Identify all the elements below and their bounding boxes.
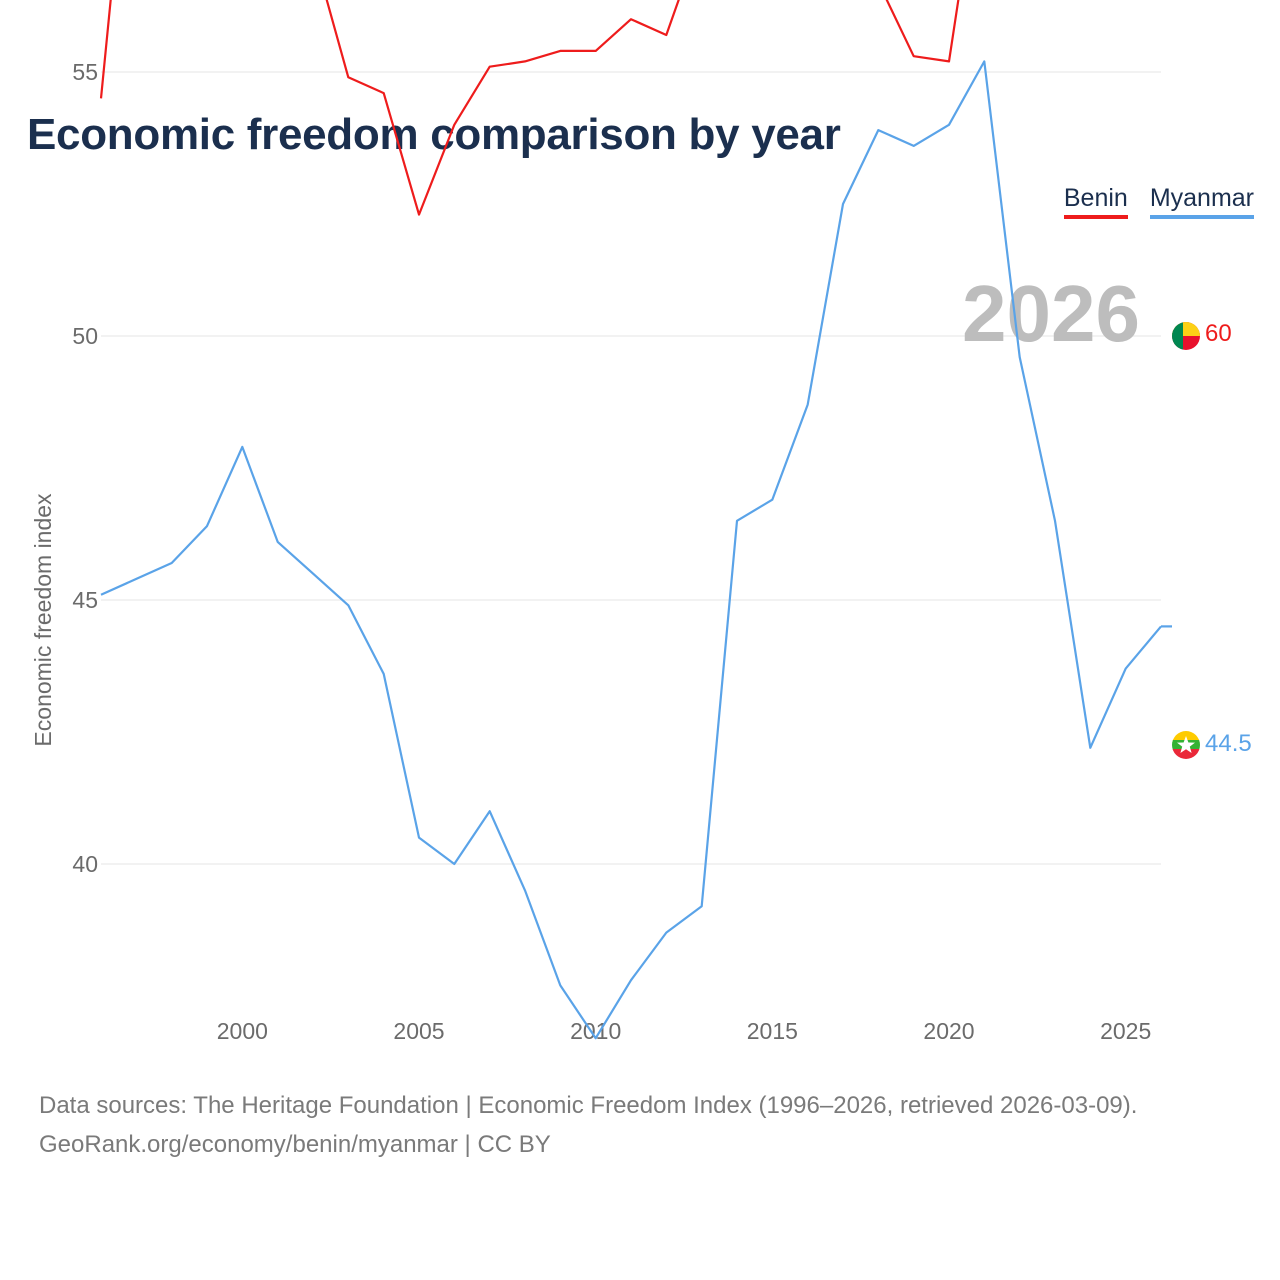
y-tick-label: 55 xyxy=(72,59,98,85)
footer: Data sources: The Heritage Foundation | … xyxy=(39,1086,1137,1164)
benin-end-value: 60 xyxy=(1205,320,1232,347)
x-tick-label: 2020 xyxy=(923,1018,974,1044)
x-tick-label: 2010 xyxy=(570,1018,621,1044)
y-tick-label: 40 xyxy=(72,851,98,877)
myanmar-end-value: 44.5 xyxy=(1205,730,1252,757)
y-tick-label: 45 xyxy=(72,587,98,613)
year-watermark: 2026 xyxy=(962,269,1140,358)
y-tick-label: 50 xyxy=(72,323,98,349)
x-tick-label: 2025 xyxy=(1100,1018,1151,1044)
y-axis-ticks: 4045505560 xyxy=(72,59,98,877)
chart-title: Economic freedom comparison by year xyxy=(27,110,841,159)
x-tick-label: 2000 xyxy=(217,1018,268,1044)
benin-flag-icon xyxy=(1172,322,1200,350)
legend-item-benin[interactable]: Benin xyxy=(1063,184,1128,219)
y-axis-label: Economic freedom index xyxy=(30,493,56,747)
gridlines xyxy=(101,71,1161,865)
x-axis-ticks: 2000 2005 2010 2015 2020 2025 xyxy=(217,1018,1152,1044)
legend-item-myanmar[interactable]: Myanmar xyxy=(1149,184,1254,219)
line-chart: 2026 40 45 50 55 60 2000 2005 2010 2015 2020 2025… xyxy=(30,0,1252,1044)
myanmar-series-line xyxy=(100,60,1162,1040)
x-tick-label: 2005 xyxy=(393,1018,444,1044)
credit-text: GeoRank.org/economy/benin/myanmar | CC B… xyxy=(39,1131,551,1158)
legend: Benin Myanmar xyxy=(1063,184,1254,219)
series-lines xyxy=(99,0,1172,1040)
x-tick-label: 2015 xyxy=(747,1018,798,1044)
benin-series-line xyxy=(99,0,960,216)
data-source-text: Data sources: The Heritage Foundation | … xyxy=(39,1092,1138,1119)
myanmar-flag-icon xyxy=(1172,731,1200,759)
